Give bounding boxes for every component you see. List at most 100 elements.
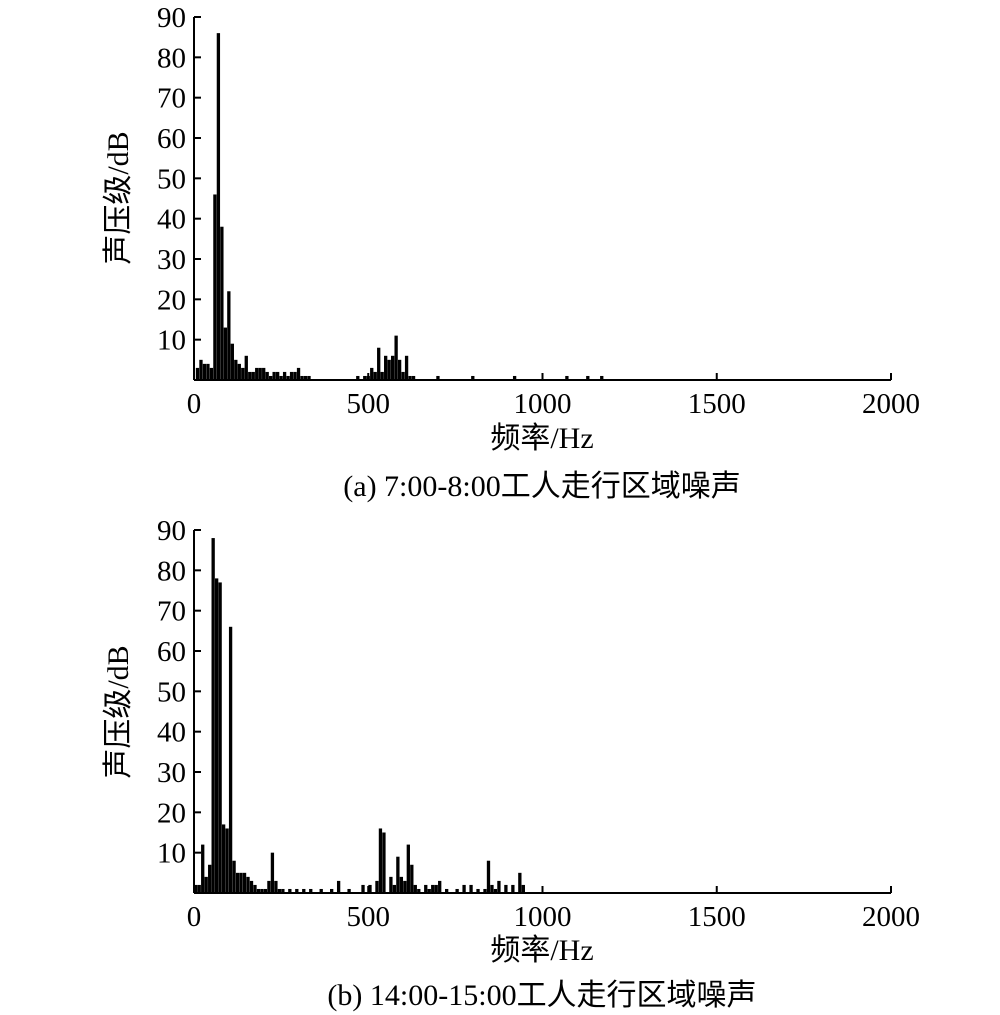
chart-b-bar: [267, 880, 271, 893]
chart-b-bar: [399, 876, 404, 893]
chart-b-bar: [274, 880, 278, 893]
chart-b-bar: [497, 880, 501, 893]
chart-b-bar: [504, 884, 508, 893]
chart-b-y-tick-label: 40: [157, 717, 186, 749]
chart-a-bar: [436, 375, 440, 380]
chart-a-bar: [296, 367, 301, 380]
chart-a-bar: [251, 371, 255, 380]
chart-a-bar: [234, 359, 238, 380]
chart-a-bar: [241, 367, 245, 380]
chart-b-bar: [455, 888, 459, 893]
chart-b-ylabel: 声压级/dB: [102, 645, 135, 778]
chart-b-caption: (b) 14:00-15:00工人走行区域噪声: [327, 979, 756, 1012]
chart-b-bar: [347, 888, 351, 893]
chart-b-y-ticks: 10 20 30 40 50 60 70 80 90: [157, 515, 201, 870]
chart-a-bar: [303, 375, 308, 380]
chart-b-x-ticks: 0 500 1000 1500 2000: [187, 886, 920, 933]
chart-b-bar: [490, 884, 494, 893]
chart-b-bar: [336, 880, 341, 893]
chart-a-x-tick-label: 2000: [862, 388, 920, 420]
chart-a-bar: [248, 371, 252, 380]
chart-b-bars: [194, 538, 525, 893]
chart-b-bar: [218, 582, 222, 893]
chart-b-y-tick-label: 90: [157, 515, 186, 547]
chart-a-bar: [307, 375, 311, 380]
chart-b-bar: [521, 884, 525, 893]
chart-b-bar: [228, 626, 233, 893]
chart-a-y-ticks: 10 20 30 40 50 60 70 80 90: [157, 2, 201, 357]
chart-a-bar: [220, 226, 224, 380]
chart-b-bar: [417, 888, 421, 893]
chart-a-bar: [512, 375, 517, 380]
chart-b-y-tick-label: 10: [157, 838, 186, 870]
chart-b-bar: [469, 884, 473, 893]
chart-a-bar: [411, 375, 416, 380]
chart-b-bar: [201, 844, 205, 893]
chart-b-bar: [232, 860, 236, 893]
chart-a-y-tick-label: 70: [157, 83, 186, 115]
chart-a-bar: [206, 363, 210, 380]
chart-a-y-tick-label: 10: [157, 325, 186, 357]
chart-b-bar: [225, 828, 229, 893]
chart-b-bar: [518, 872, 522, 893]
chart-b-bar: [288, 888, 292, 893]
chart-a-bar: [237, 363, 241, 380]
chart-b-bar: [396, 856, 400, 893]
chart-b-bar: [445, 888, 449, 893]
chart-a-bar: [258, 367, 262, 380]
chart-b-x-tick-label: 1000: [514, 901, 572, 933]
chart-a-bar: [279, 375, 283, 380]
chart-a-y-tick-label: 40: [157, 204, 186, 236]
chart-a-bar: [300, 375, 304, 380]
chart-b-bar: [319, 888, 323, 893]
chart-a-bar: [223, 327, 228, 380]
chart-a-bar: [390, 355, 395, 380]
chart-a-y-tick-label: 60: [157, 123, 186, 155]
chart-b-bar: [382, 832, 386, 893]
chart-b-bar: [281, 888, 285, 893]
chart-b-bar: [295, 888, 299, 893]
chart-a-bar: [199, 359, 203, 380]
chart-b-x-tick-label: 500: [347, 901, 391, 933]
chart-b-y-tick-label: 70: [157, 596, 186, 628]
chart-b-bar: [194, 884, 198, 893]
chart-a-bar: [586, 375, 590, 380]
chart-b-bar: [246, 876, 250, 893]
chart-a-bar: [356, 375, 360, 380]
chart-b-bar: [486, 860, 491, 893]
chart-b-bar: [221, 824, 226, 893]
chart-b-bar: [208, 864, 212, 893]
chart-b-bar: [277, 888, 282, 893]
chart-b-bar: [253, 884, 257, 893]
chart-a-bar: [282, 371, 287, 380]
chart-b: 0 500 1000 1500 2000 10 20 30 40 50 60 70 80 90 声压级/…: [102, 515, 920, 1012]
chart-a-bar: [244, 355, 248, 380]
chart-a-y-tick-label: 50: [157, 163, 186, 195]
chart-b-bar: [235, 872, 240, 893]
chart-a-bar: [275, 371, 280, 380]
chart-a-bar: [565, 375, 569, 380]
chart-a-bar: [397, 359, 402, 380]
chart-b-bar: [403, 880, 407, 893]
chart-a-ylabel: 声压级/dB: [102, 131, 135, 264]
chart-b-y-tick-label: 20: [157, 797, 186, 829]
chart-a-bar: [209, 367, 214, 380]
chart-a-bar: [401, 371, 405, 380]
chart-b-bar: [263, 888, 268, 893]
chart-b-y-tick-label: 50: [157, 676, 186, 708]
chart-a-caption: (a) 7:00-8:00工人走行区域噪声: [343, 470, 740, 503]
chart-b-bar: [493, 888, 498, 893]
chart-b-bar: [406, 844, 410, 893]
chart-a-bar: [227, 291, 231, 380]
chart-b-xlabel: 频率/Hz: [490, 934, 593, 967]
chart-b-bar: [410, 864, 414, 893]
chart-a-bar: [230, 343, 234, 380]
chart-b-bar: [511, 884, 515, 893]
chart-b-bar: [215, 578, 219, 893]
chart-b-bar: [431, 884, 435, 893]
chart-b-x-tick-label: 0: [187, 901, 202, 933]
chart-a: 0 500 1000 1500 2000 10 20 30 40 50 60 70 80 90 声压级/…: [102, 2, 920, 503]
chart-b-bar: [392, 884, 397, 893]
chart-b-bar: [413, 884, 417, 893]
chart-b-bar: [378, 828, 383, 893]
